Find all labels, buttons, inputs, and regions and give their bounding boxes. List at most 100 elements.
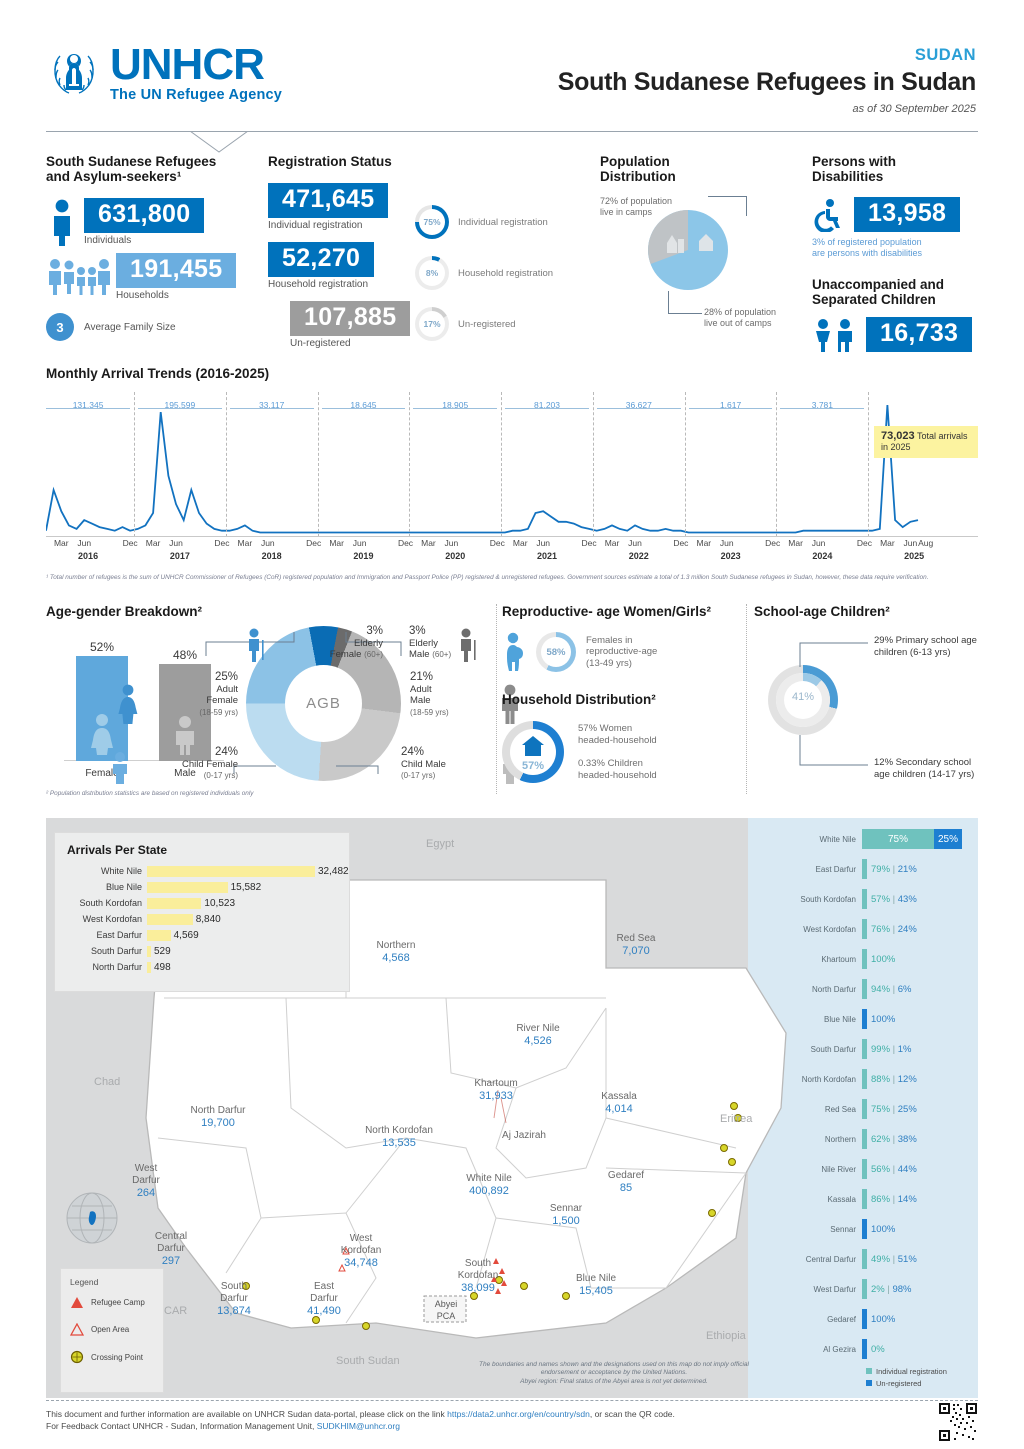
abyei-pca-label: Abyei PCA <box>434 1299 458 1321</box>
header-titles: SUDAN South Sudanese Refugees in Sudan a… <box>558 46 977 115</box>
arrivals-state-value: 498 <box>154 961 171 973</box>
trend-year-arrow <box>229 408 314 409</box>
state-registration-bars <box>862 1189 867 1209</box>
footer-divider <box>46 1400 978 1401</box>
state-registration-name: Sennar <box>830 1224 856 1234</box>
state-registration-indicator-bar <box>862 889 867 909</box>
trend-year-label: 2020 <box>445 551 466 561</box>
pct-unregistered: 1% <box>897 1043 912 1055</box>
state-registration-name: White Nile <box>819 834 856 844</box>
trend-year-divider <box>592 392 594 537</box>
donut-individual-pct: 75% <box>423 217 441 227</box>
state-registration-indicator-bar <box>862 859 867 879</box>
arrivals-state-bar <box>147 961 151 973</box>
pct-individual: 49% <box>871 1253 891 1265</box>
agb-elderly-male-name: Elderly Male <box>409 637 439 661</box>
trend-year-label: 2022 <box>628 551 649 561</box>
open-area-icon <box>70 1323 84 1336</box>
arrivals-per-state-title: Arrivals Per State <box>67 843 168 857</box>
pct-individual: 86% <box>871 1193 891 1205</box>
trend-x-tick: Mar <box>145 538 161 548</box>
arrivals-state-row: West Kordofan 8,840 <box>61 911 349 927</box>
pct-individual: 94% <box>871 983 891 995</box>
state-registration-percentages: 94% | 6% <box>871 983 912 995</box>
agb-elderly-female-name: Elderly Female <box>329 637 383 661</box>
agb-adult-male: 21% Adult Male (18-59 yrs) <box>410 671 482 718</box>
pct-individual: 62% <box>871 1133 891 1145</box>
map-state-value: 4,568 <box>382 952 410 964</box>
state-registration-row: Kassala 86% | 14% <box>790 1184 978 1214</box>
sb-legend-unregistered-label: Un-registered <box>876 1379 922 1388</box>
state-registration-percentages: 76% | 24% <box>871 923 917 935</box>
trend-x-tick: Jun <box>444 538 459 548</box>
trend-x-tick: Mar <box>880 538 895 548</box>
arrivals-state-row: North Darfur 498 <box>61 959 349 975</box>
age-gender-block: Age-gender Breakdown² 52% Female 48% Mal… <box>46 604 518 797</box>
state-registration-indicator-bar <box>862 1249 867 1269</box>
arrivals-state-value: 32,482 <box>318 865 349 877</box>
neighbour-car: CAR <box>164 1305 188 1317</box>
map-state-label: White Nile 400,892 <box>444 1173 534 1197</box>
sb-legend-individual-label: Individual registration <box>876 1367 947 1376</box>
state-registration-row: Khartoum 100% <box>790 944 978 974</box>
map-state-name: River Nile <box>516 1023 560 1034</box>
agb-child-female-pct: 24% <box>214 746 238 758</box>
state-registration-name: Kassala <box>827 1194 856 1204</box>
map-state-label: Kassala 4,014 <box>574 1091 664 1115</box>
state-registration-bars <box>862 1009 867 1029</box>
state-registration-name: West Darfur <box>813 1284 856 1294</box>
state-registration-bars <box>862 889 867 909</box>
state-registration-percentages: 0% <box>871 1344 885 1355</box>
trend-year-arrow <box>46 408 130 409</box>
arrivals-state-row: White Nile 32,482 <box>61 863 349 879</box>
map-state-value: 31,933 <box>479 1090 513 1102</box>
bar-male <box>159 664 211 761</box>
agb-child-male-pct: 24% <box>401 746 425 758</box>
trend-x-tick: Mar <box>788 538 803 548</box>
avg-family-size-label: Average Family Size <box>84 321 176 333</box>
arrivals-state-name: Blue Nile <box>105 882 142 892</box>
state-registration-indicator-bar <box>862 949 867 969</box>
state-registration-row: White Nile 75% 25% <box>790 824 978 854</box>
state-registration-name: North Darfur <box>811 984 856 994</box>
agb-adult-female-age: (18-59 yrs) <box>199 707 238 717</box>
map-panel[interactable]: Egypt Chad Libya Eritrea CAR South Sudan… <box>46 818 978 1398</box>
map-state-label: West Darfur 264 <box>101 1163 191 1199</box>
map-state-value: 7,070 <box>622 945 650 957</box>
as-of-date: as of 30 September 2025 <box>852 103 976 115</box>
disabilities-note: 3% of registered population are persons … <box>812 237 923 258</box>
leader-line-bottom <box>668 313 702 314</box>
state-registration-row: Al Gezira 0% <box>790 1334 978 1364</box>
agb-adult-male-age: (18-59 yrs) <box>410 707 449 717</box>
map-state-value: 4,526 <box>524 1035 552 1047</box>
pct-individual: 56% <box>871 1163 891 1175</box>
state-registration-chart: White Nile 75% 25% East Darfur 79% | 21% Sout… <box>790 824 978 1388</box>
sb-legend-unregistered: Un-registered <box>866 1379 978 1388</box>
agb-child-female-name: Child Female <box>182 758 238 770</box>
neighbour-eritrea: Eritrea <box>720 1113 753 1125</box>
trend-x-tick: Dec <box>306 538 322 548</box>
state-registration-indicator-bar <box>862 1099 867 1119</box>
map-state-label: West Kordofan 34,748 <box>316 1233 406 1269</box>
map-state-name: White Nile <box>466 1173 512 1184</box>
state-registration-name: Northern <box>824 1134 856 1144</box>
feedback-email-link[interactable]: SUDKHIM@unhcr.org <box>316 1421 400 1431</box>
map-state-name: Kassala <box>601 1091 637 1102</box>
pct-unregistered: 43% <box>897 893 917 905</box>
arrivals-state-row: South Darfur 529 <box>61 943 349 959</box>
reproductive-age-title: Reproductive- age Women/Girls² <box>502 604 712 619</box>
adult-male-icon <box>502 684 518 724</box>
bar-female <box>76 656 128 761</box>
age-gender-title: Age-gender Breakdown² <box>46 604 203 619</box>
state-registration-bars <box>862 1159 867 1179</box>
state-registration-name: North Kordofan <box>801 1074 856 1084</box>
male-silhouette-icon <box>176 716 194 755</box>
gender-bars: 52% Female 48% Male <box>64 636 234 781</box>
data-portal-link[interactable]: https://data2.unhcr.org/en/country/sdn <box>447 1409 590 1419</box>
legend-crossing-point: Crossing Point <box>70 1350 163 1364</box>
arrivals-state-value: 4,569 <box>173 929 199 941</box>
state-registration-row: Blue Nile 100% <box>790 1004 978 1034</box>
legend-refugee-camp: Refugee Camp <box>70 1296 163 1309</box>
school-age-title: School-age Children² <box>754 604 890 619</box>
map-state-label: Sennar 1,500 <box>521 1203 611 1227</box>
